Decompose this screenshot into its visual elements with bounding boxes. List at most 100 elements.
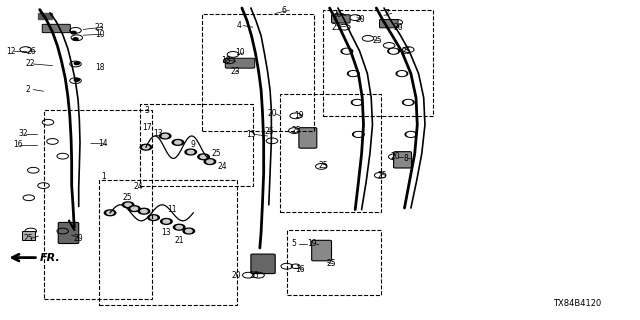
Text: 32: 32 [18,129,28,138]
Circle shape [353,100,361,104]
Text: 20: 20 [333,10,342,19]
Circle shape [185,149,196,155]
Text: 13: 13 [161,228,171,237]
Bar [140,104,253,186]
Circle shape [172,140,184,145]
Text: 10: 10 [236,48,245,57]
FancyBboxPatch shape [332,15,350,23]
Text: 18: 18 [221,56,230,65]
Circle shape [104,210,116,216]
Text: 25: 25 [319,161,328,170]
Text: 20: 20 [74,234,83,243]
Circle shape [176,226,182,229]
Circle shape [341,48,353,54]
Circle shape [353,132,364,137]
Circle shape [349,72,357,76]
Text: 20: 20 [355,15,365,24]
FancyBboxPatch shape [58,222,79,244]
Circle shape [122,202,134,208]
Bar [280,94,381,212]
FancyBboxPatch shape [42,24,70,33]
Text: 24: 24 [133,182,143,191]
Text: 10: 10 [95,30,104,39]
Text: 7: 7 [384,9,389,18]
Circle shape [125,203,131,206]
Circle shape [388,48,399,54]
Circle shape [204,159,216,164]
Text: 8: 8 [403,154,408,163]
Text: 19: 19 [294,111,304,120]
Bar [287,230,381,295]
Circle shape [143,146,149,149]
Text: 20: 20 [232,271,241,280]
Bar [323,10,433,116]
Text: 20: 20 [390,152,400,161]
Circle shape [398,72,406,76]
Text: 17: 17 [142,124,152,132]
Text: 12: 12 [6,47,16,56]
Circle shape [173,224,185,230]
Circle shape [351,100,363,105]
Circle shape [175,141,181,144]
FancyBboxPatch shape [299,128,317,148]
Bar [202,14,314,131]
Circle shape [161,219,172,224]
Text: 13: 13 [154,129,163,138]
Text: 25: 25 [250,271,259,280]
Circle shape [186,229,192,233]
Circle shape [162,134,168,138]
FancyBboxPatch shape [22,231,35,240]
Text: 5: 5 [291,239,296,248]
Circle shape [138,208,150,214]
Circle shape [148,215,159,220]
FancyBboxPatch shape [380,20,398,28]
Text: 2: 2 [26,85,30,94]
Circle shape [188,150,194,154]
Circle shape [405,132,417,137]
Text: 25: 25 [123,193,132,202]
Text: 25: 25 [23,234,33,243]
Text: 24: 24 [218,162,227,171]
FancyBboxPatch shape [394,152,412,168]
Circle shape [131,207,138,210]
Circle shape [140,144,152,150]
Text: 16: 16 [296,265,305,274]
FancyBboxPatch shape [312,240,332,261]
Circle shape [74,79,79,81]
Text: 20: 20 [394,23,403,32]
Bar [44,110,152,299]
Text: 25: 25 [402,47,412,56]
Text: 4: 4 [237,21,242,30]
Circle shape [163,220,170,223]
Text: 25: 25 [291,126,301,135]
Circle shape [355,132,362,136]
Circle shape [390,49,397,53]
Text: 16: 16 [13,140,22,149]
FancyBboxPatch shape [251,254,275,274]
Circle shape [207,160,213,163]
Circle shape [159,133,171,139]
Text: 25: 25 [332,23,341,32]
Circle shape [129,206,140,212]
Bar [99,180,237,305]
Text: FR.: FR. [40,252,60,263]
Circle shape [141,210,147,213]
Circle shape [200,155,207,158]
Circle shape [348,71,359,76]
FancyBboxPatch shape [225,58,255,68]
Circle shape [183,228,195,234]
Text: 26: 26 [27,47,36,56]
Circle shape [404,100,412,104]
Text: 1: 1 [101,172,106,181]
Text: 14: 14 [98,140,108,148]
Text: 25: 25 [326,260,336,268]
Circle shape [150,216,157,219]
Text: 15: 15 [246,130,256,139]
Text: 6: 6 [282,6,287,15]
Circle shape [396,71,408,76]
Text: 3: 3 [144,106,149,115]
Text: 19: 19 [307,239,317,248]
Circle shape [71,31,76,34]
Text: 22: 22 [26,60,35,68]
Circle shape [407,132,415,136]
